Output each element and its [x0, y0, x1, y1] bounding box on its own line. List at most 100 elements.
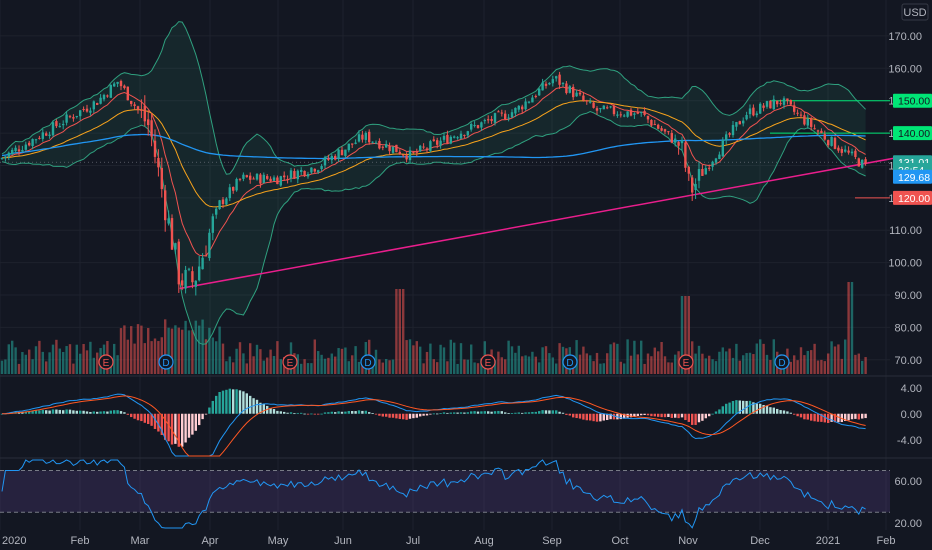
candle-body — [160, 167, 163, 190]
macd-histogram-bar — [92, 411, 95, 414]
volume-bar — [650, 356, 653, 374]
macd-histogram-bar — [789, 412, 792, 414]
candle-body — [123, 85, 126, 89]
volume-bar — [432, 359, 435, 374]
volume-bars — [0, 282, 867, 374]
candle-body — [541, 82, 544, 91]
macd-histogram-bar — [589, 413, 592, 421]
macd-histogram-bar — [534, 411, 537, 414]
candle-body — [776, 100, 779, 105]
macd-histogram-bar — [500, 411, 503, 414]
volume-bar — [439, 344, 442, 374]
volume-bar — [558, 343, 561, 374]
volume-bar — [850, 282, 854, 374]
candle-body — [201, 257, 204, 270]
volume-bar — [599, 363, 602, 374]
candle-body — [806, 118, 809, 126]
volume-bar — [153, 338, 157, 374]
volume-bar — [28, 349, 31, 374]
candle-body — [612, 105, 616, 115]
volume-bar — [544, 346, 548, 374]
time-tick-label: Jun — [334, 535, 352, 547]
macd-histogram-bar — [211, 400, 214, 414]
macd-histogram-bar — [300, 412, 303, 414]
candle-body — [813, 128, 816, 130]
candle-body — [527, 101, 531, 103]
candle-body — [538, 88, 541, 96]
bollinger-lower — [1, 110, 866, 345]
volume-bar — [24, 354, 27, 374]
volume-bar — [4, 359, 7, 374]
volume-bar — [449, 339, 452, 374]
candle-body — [296, 170, 299, 180]
candle-body — [340, 149, 344, 156]
candle-body — [643, 111, 646, 115]
price-tick-label: 70.00 — [894, 355, 922, 367]
volume-bar — [623, 363, 626, 374]
macd-histogram-bar — [595, 413, 599, 422]
candle-body — [636, 111, 639, 114]
volume-bar — [391, 359, 395, 374]
candle-body — [429, 141, 432, 151]
volume-bar — [160, 337, 163, 374]
volume-bar — [187, 330, 191, 374]
candle-body — [697, 169, 701, 181]
volume-bar — [198, 325, 201, 374]
macd-histogram-bar — [68, 409, 72, 414]
macd-histogram-bar — [657, 413, 660, 417]
volume-bar — [806, 350, 809, 374]
macd-tick-label: -4.00 — [897, 435, 922, 447]
volume-bar — [347, 361, 350, 374]
macd-histogram-bar — [194, 413, 197, 431]
macd-histogram-bar — [476, 411, 480, 414]
macd-histogram-bar — [694, 413, 697, 425]
macd-histogram-bar — [548, 410, 551, 414]
candle-body — [602, 105, 605, 110]
candle-body — [578, 92, 582, 95]
volume-bar — [388, 360, 391, 374]
volume-bar — [721, 347, 724, 374]
macd-histogram-bar — [674, 413, 677, 418]
macd-histogram-bar — [96, 411, 99, 414]
volume-bar — [765, 354, 769, 374]
volume-bar — [323, 358, 327, 374]
candle-body — [521, 106, 524, 110]
candle-body — [718, 154, 721, 160]
bollinger-upper — [1, 21, 866, 175]
volume-bar — [113, 343, 116, 374]
volume-bar — [640, 340, 643, 374]
macd-histogram-bar — [408, 413, 412, 419]
macd-histogram-bar — [752, 402, 755, 414]
macd-histogram-bar — [34, 410, 38, 414]
candle-body — [840, 149, 843, 153]
macd-histogram-bar — [578, 413, 582, 419]
candle-body — [62, 124, 65, 126]
volume-bar — [609, 344, 612, 374]
macd-histogram-bar — [187, 413, 191, 438]
volume-bar — [405, 340, 408, 374]
candle-body — [646, 115, 650, 120]
macd-histogram-bar — [490, 411, 493, 414]
candle-body — [473, 125, 476, 127]
candle-body — [187, 268, 191, 270]
time-tick-label: 2020 — [2, 535, 26, 547]
volume-bar — [857, 353, 860, 374]
macd-histogram-bar — [677, 413, 680, 419]
macd-histogram-bar — [769, 407, 772, 414]
volume-bar — [317, 351, 320, 374]
candle-body — [595, 108, 599, 111]
macd-tick-label: 0.00 — [901, 409, 922, 421]
candle-body — [769, 100, 772, 109]
macd-histogram-bar — [803, 413, 806, 420]
volume-bar — [381, 362, 384, 374]
macd-histogram-bar — [432, 413, 435, 415]
volume-bar — [657, 351, 660, 374]
currency-label[interactable]: USD — [901, 3, 929, 21]
macd-histogram-bar — [347, 410, 350, 414]
volume-bar — [48, 352, 51, 374]
volume-bar — [65, 346, 68, 374]
candle-body — [850, 151, 854, 154]
volume-bar — [480, 358, 483, 374]
candle-body — [820, 130, 823, 134]
